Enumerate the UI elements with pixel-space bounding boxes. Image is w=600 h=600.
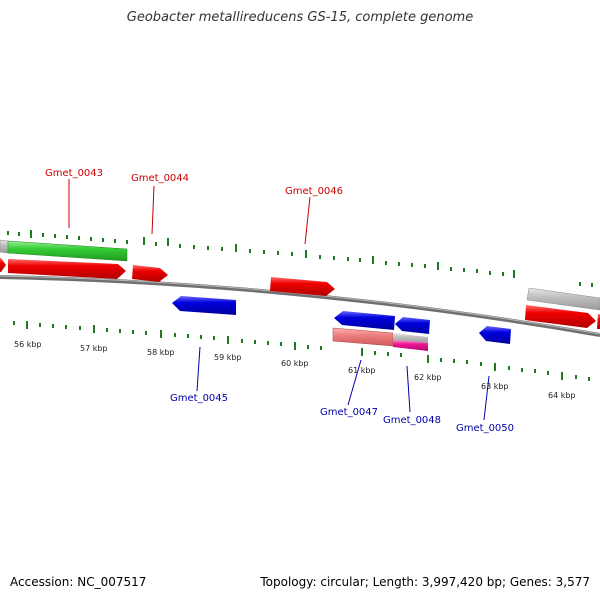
gene-gmet-0048-arrow[interactable]	[395, 317, 430, 334]
accession-label: Accession: NC_007517	[10, 575, 147, 589]
gene-gmet-0045-arrow[interactable]	[172, 296, 236, 315]
scale-label-56kbp: 56 kbp	[14, 340, 42, 349]
scale-label-62kbp: 62 kbp	[414, 373, 442, 382]
reverse-gene-track	[172, 296, 511, 344]
upper-tick-row	[7, 230, 593, 287]
green-feature[interactable]	[7, 240, 128, 262]
scale-label-61kbp: 61 kbp	[348, 366, 376, 375]
scale-label-59kbp: 59 kbp	[214, 353, 242, 362]
upper-feature-track	[0, 239, 600, 311]
gene-gmet-0050-arrow[interactable]	[479, 326, 511, 344]
lower-feature-track	[332, 327, 428, 351]
gene-gmet-0046-arrow[interactable]	[270, 277, 335, 296]
salmon-feature[interactable]	[332, 327, 394, 347]
gene-label-gmet-0045[interactable]: Gmet_0045	[170, 393, 228, 404]
scale-label-63kbp: 63 kbp	[481, 382, 509, 391]
lower-tick-row	[13, 321, 590, 381]
scale-label-58kbp: 58 kbp	[147, 348, 175, 357]
gene-gmet-0044-arrow[interactable]	[132, 265, 168, 282]
forward-gene-track	[0, 258, 600, 329]
gene-gmet-0047-arrow[interactable]	[334, 311, 395, 330]
gene-label-gmet-0047[interactable]: Gmet_0047	[320, 407, 378, 418]
gray-feature-right[interactable]	[526, 287, 600, 311]
gene-gmet-0043-arrow[interactable]	[8, 259, 126, 279]
gene-label-gmet-0050[interactable]: Gmet_0050	[456, 423, 514, 434]
gray-feature-small[interactable]	[393, 333, 428, 343]
scale-label-64kbp: 64 kbp	[548, 391, 576, 400]
genome-backbone	[0, 275, 600, 337]
pink-feature[interactable]	[393, 340, 428, 351]
gene-gmet-0042-arrow[interactable]	[0, 258, 6, 272]
genome-summary-label: Topology: circular; Length: 3,997,420 bp…	[260, 575, 590, 589]
gene-right-red-arrow[interactable]	[525, 305, 596, 328]
scale-label-60kbp: 60 kbp	[281, 359, 309, 368]
gene-label-gmet-0044[interactable]: Gmet_0044	[131, 173, 189, 184]
scale-label-57kbp: 57 kbp	[80, 344, 108, 353]
gene-edge-red-arrow[interactable]	[597, 314, 600, 329]
gene-label-gmet-0046[interactable]: Gmet_0046	[285, 186, 343, 197]
gene-label-gmet-0048[interactable]: Gmet_0048	[383, 415, 441, 426]
gray-feature-left[interactable]	[0, 239, 9, 254]
reverse-callouts	[196, 346, 490, 421]
gene-label-gmet-0043[interactable]: Gmet_0043	[45, 168, 103, 179]
forward-callouts	[68, 179, 311, 245]
map-title: Geobacter metallireducens GS-15, complet…	[126, 10, 474, 25]
